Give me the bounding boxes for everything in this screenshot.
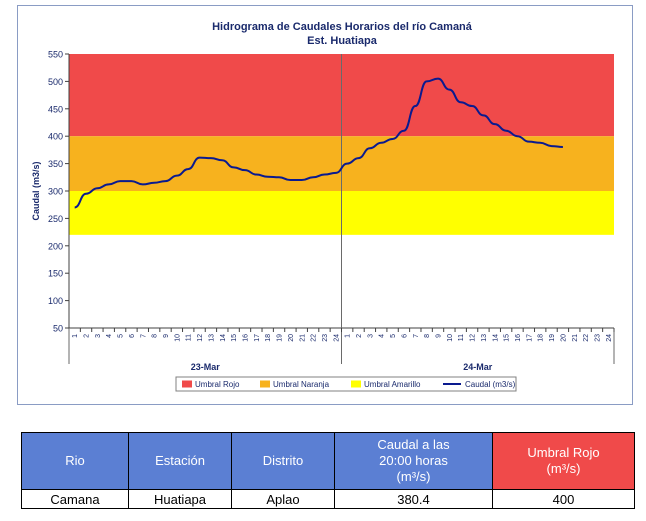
legend-label: Umbral Amarillo bbox=[364, 380, 421, 389]
x-tick-label: 21 bbox=[299, 334, 306, 342]
x-tick-label: 24 bbox=[333, 334, 340, 342]
header-umbral-unit: (m³/s) bbox=[546, 461, 581, 476]
y-tick-label: 350 bbox=[48, 159, 63, 169]
x-tick-label: 7 bbox=[140, 334, 147, 338]
header-caudal-line2: 20:00 horas bbox=[379, 453, 448, 468]
summary-table: Rio Estación Distrito Caudal a las 20:00… bbox=[21, 432, 635, 509]
x-tick-label: 17 bbox=[526, 334, 533, 342]
x-tick-label: 11 bbox=[186, 334, 193, 341]
y-tick-label: 150 bbox=[48, 269, 63, 279]
x-tick-label: 1 bbox=[72, 334, 79, 338]
legend-label: Umbral Rojo bbox=[195, 380, 240, 389]
x-tick-label: 24 bbox=[606, 334, 613, 342]
x-tick-label: 2 bbox=[356, 334, 363, 338]
x-tick-label: 19 bbox=[549, 334, 556, 342]
x-tick-label: 10 bbox=[447, 334, 454, 342]
x-tick-label: 14 bbox=[220, 334, 227, 342]
x-tick-label: 6 bbox=[129, 334, 136, 338]
x-tick-label: 8 bbox=[424, 334, 431, 338]
cell-rio: Camana bbox=[21, 489, 129, 509]
y-tick-label: 450 bbox=[48, 104, 63, 114]
x-tick-label: 13 bbox=[481, 334, 488, 342]
x-tick-label: 18 bbox=[265, 334, 272, 342]
header-distrito: Distrito bbox=[231, 432, 335, 490]
x-tick-label: 2 bbox=[84, 334, 91, 338]
legend-swatch bbox=[182, 380, 192, 388]
y-tick-label: 200 bbox=[48, 241, 63, 251]
table-header-row: Rio Estación Distrito Caudal a las 20:00… bbox=[21, 432, 635, 490]
x-tick-label: 22 bbox=[583, 334, 590, 342]
x-tick-label: 16 bbox=[515, 334, 522, 342]
legend-swatch bbox=[260, 380, 270, 388]
y-tick-label: 100 bbox=[48, 296, 63, 306]
chart-title: Hidrograma de Caudales Horarios del río … bbox=[212, 21, 473, 33]
x-tick-label: 23 bbox=[594, 334, 601, 342]
x-tick-label: 3 bbox=[367, 334, 374, 338]
cell-umbral: 400 bbox=[492, 489, 635, 509]
x-tick-label: 20 bbox=[288, 334, 295, 342]
x-tick-label: 21 bbox=[572, 334, 579, 342]
legend-label: Caudal (m3/s) bbox=[465, 380, 516, 389]
legend-label: Umbral Naranja bbox=[273, 380, 330, 389]
x-tick-label: 12 bbox=[470, 334, 477, 342]
header-umbral-rojo: Umbral Rojo (m³/s) bbox=[492, 432, 635, 490]
x-tick-label: 15 bbox=[504, 334, 511, 342]
day-label: 23-Mar bbox=[191, 362, 221, 372]
x-tick-label: 15 bbox=[231, 334, 238, 342]
x-tick-label: 11 bbox=[458, 334, 465, 341]
x-tick-label: 3 bbox=[95, 334, 102, 338]
x-tick-label: 9 bbox=[163, 334, 170, 338]
x-tick-label: 22 bbox=[311, 334, 318, 342]
x-tick-label: 4 bbox=[379, 334, 386, 338]
y-tick-label: 300 bbox=[48, 187, 63, 197]
y-tick-label: 500 bbox=[48, 77, 63, 87]
chart-frame: Hidrograma de Caudales Horarios del río … bbox=[17, 5, 633, 405]
legend-swatch bbox=[351, 380, 361, 388]
x-tick-label: 5 bbox=[118, 334, 125, 338]
x-tick-label: 10 bbox=[174, 334, 181, 342]
chart-subtitle: Est. Huatiapa bbox=[307, 35, 378, 47]
y-tick-label: 400 bbox=[48, 132, 63, 142]
cell-estacion: Huatiapa bbox=[128, 489, 232, 509]
cell-distrito: Aplao bbox=[231, 489, 335, 509]
hydrograph-chart: Hidrograma de Caudales Horarios del río … bbox=[31, 21, 615, 392]
y-tick-label: 50 bbox=[53, 324, 63, 334]
x-tick-label: 4 bbox=[106, 334, 113, 338]
header-umbral-line1: Umbral Rojo bbox=[527, 445, 600, 460]
x-tick-label: 14 bbox=[492, 334, 499, 342]
x-tick-label: 1 bbox=[345, 334, 352, 338]
header-estacion: Estación bbox=[128, 432, 232, 490]
x-tick-label: 6 bbox=[401, 334, 408, 338]
header-caudal-line1: Caudal a las bbox=[377, 437, 450, 452]
series-line-caudal bbox=[74, 77, 563, 209]
x-tick-label: 8 bbox=[152, 334, 159, 338]
day-label: 24-Mar bbox=[463, 362, 493, 372]
x-tick-label: 13 bbox=[208, 334, 215, 342]
table-row: Camana Huatiapa Aplao 380.4 400 bbox=[21, 489, 635, 509]
x-tick-label: 18 bbox=[538, 334, 545, 342]
x-tick-label: 7 bbox=[413, 334, 420, 338]
x-tick-label: 19 bbox=[277, 334, 284, 342]
y-tick-label: 250 bbox=[48, 214, 63, 224]
x-tick-label: 5 bbox=[390, 334, 397, 338]
x-tick-label: 23 bbox=[322, 334, 329, 342]
x-tick-label: 9 bbox=[436, 334, 443, 338]
y-tick-label: 550 bbox=[48, 50, 63, 60]
x-tick-label: 20 bbox=[560, 334, 567, 342]
x-tick-label: 12 bbox=[197, 334, 204, 342]
y-axis-label: Caudal (m3/s) bbox=[31, 161, 41, 220]
header-caudal-unit: (m³/s) bbox=[396, 469, 431, 484]
x-tick-label: 17 bbox=[254, 334, 261, 342]
x-tick-label: 16 bbox=[242, 334, 249, 342]
cell-caudal: 380.4 bbox=[334, 489, 493, 509]
header-rio: Rio bbox=[21, 432, 129, 490]
header-caudal: Caudal a las 20:00 horas (m³/s) bbox=[334, 432, 493, 490]
